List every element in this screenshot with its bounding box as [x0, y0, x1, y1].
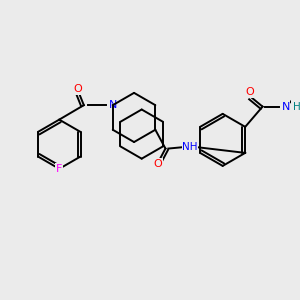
- Text: N: N: [281, 102, 290, 112]
- Text: H: H: [293, 102, 300, 112]
- Text: N: N: [109, 100, 117, 110]
- Text: F: F: [56, 164, 62, 174]
- Text: O: O: [74, 84, 82, 94]
- Text: N: N: [109, 100, 117, 110]
- Text: O: O: [245, 87, 254, 97]
- Text: O: O: [154, 159, 163, 169]
- Text: NH: NH: [182, 142, 198, 152]
